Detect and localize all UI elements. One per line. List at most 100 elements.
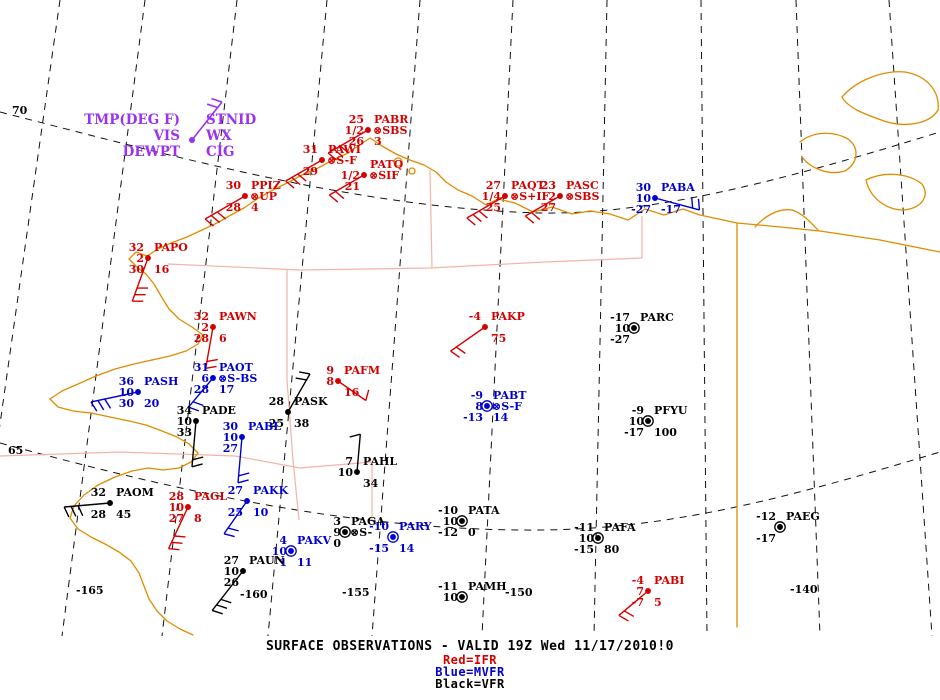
station-temp: -11 <box>438 580 458 593</box>
station-visibility: 10 <box>168 501 184 514</box>
station-visibility: 8 <box>326 375 334 388</box>
station-id: PAGL <box>194 490 228 503</box>
station-id: PAQT <box>511 179 545 192</box>
station-temp: -4 <box>631 574 644 587</box>
station-id: PABT <box>493 389 527 402</box>
station-ceiling: 14 <box>399 542 415 555</box>
station-weather: ⊗S-F <box>327 154 357 167</box>
station-temp: -10 <box>438 504 458 517</box>
lon-label: -165 <box>76 584 104 597</box>
lon-label: -160 <box>240 588 268 601</box>
station-ceiling: 16 <box>344 386 360 399</box>
station-visibility: 1/2 <box>340 169 360 182</box>
station-dewpoint: -12 <box>438 526 458 539</box>
station-dewpoint: 33 <box>176 426 192 439</box>
model-vis-label: VIS <box>153 128 180 144</box>
map-title: SURFACE OBSERVATIONS - VALID 19Z Wed 11/… <box>265 639 674 654</box>
station-visibility: 10 <box>271 545 287 558</box>
station-id: PAFM <box>344 364 380 377</box>
station-ceiling: 14 <box>493 411 509 424</box>
station-temp: 32 <box>90 486 106 499</box>
station-id: PAFA <box>604 521 636 534</box>
station-dewpoint: -7 <box>631 596 644 609</box>
station-ceiling: -17 <box>661 203 681 216</box>
station-ceiling: 8 <box>194 512 202 525</box>
model-sample-barb <box>189 97 223 143</box>
station-visibility: 9 <box>333 526 341 539</box>
station-temp: -12 <box>756 510 776 523</box>
station-temp: 23 <box>540 179 556 192</box>
station-id: PARY <box>399 520 432 533</box>
station-temp: 27 <box>485 179 501 192</box>
model-dot-spacer <box>180 112 206 128</box>
station-id: PABI <box>654 574 685 587</box>
station-weather: ⊗S+IF <box>510 190 550 203</box>
station-temp: 34 <box>176 404 192 417</box>
model-stnid-label: STNID <box>206 112 257 128</box>
model-dewpt-label: DEWPT <box>122 144 180 160</box>
station-visibility: 6 <box>201 372 209 385</box>
station-id: PFYU <box>654 404 688 417</box>
station-id: PPIZ <box>251 179 281 192</box>
station-weather: ⊗SBS <box>565 190 600 203</box>
station-dewpoint: 27 <box>540 201 556 214</box>
station-visibility: 1/2 <box>344 124 364 137</box>
station-temp: 25 <box>348 113 364 126</box>
station-temp: 28 <box>168 490 184 503</box>
station-ceiling: 6 <box>219 332 227 345</box>
station-ceiling: 4 <box>251 201 259 214</box>
station-dewpoint: 26 <box>223 576 239 589</box>
station-id: PABL <box>248 420 282 433</box>
station-id: PAKP <box>491 310 525 323</box>
station-dewpoint: 28 <box>225 201 241 214</box>
station-ceiling: 17 <box>219 383 235 396</box>
lat-label: 65 <box>8 444 24 457</box>
model-cig-label: CIG <box>206 144 235 160</box>
station-dewpoint: 25 <box>485 201 501 214</box>
station-temp: -10 <box>369 520 389 533</box>
station-visibility: 10 <box>337 466 353 479</box>
station-temp: 4 <box>279 534 287 547</box>
station-temp: 30 <box>225 179 241 192</box>
station-ceiling: 16 <box>154 263 170 276</box>
station-weather: ⊗UP <box>250 190 278 203</box>
station-visibility: 10 <box>442 515 458 528</box>
station-temp: 32 <box>193 310 209 323</box>
station-id: PABA <box>661 181 695 194</box>
legend-mvfr: Blue=MVFR <box>435 665 505 679</box>
station-temp: 3 <box>333 515 341 528</box>
station-ceiling: 5 <box>654 596 662 609</box>
station-dewpoint: -15 <box>574 543 594 556</box>
station-ceiling: 75 <box>491 332 507 345</box>
station-visibility: 10 <box>578 532 594 545</box>
station-id: PASH <box>144 375 179 388</box>
station-dewpoint: 21 <box>344 180 360 193</box>
legend-ifr: Red=IFR <box>442 653 498 667</box>
station-visibility: 10 <box>614 322 630 335</box>
station-id: PAHL <box>363 455 398 468</box>
station-ceiling: 80 <box>604 543 620 556</box>
station-dewpoint: 0 <box>333 537 341 550</box>
station-weather: ⊗S-F <box>492 400 522 413</box>
model-dot-spacer <box>180 144 206 160</box>
station-temp: 31 <box>193 361 209 374</box>
model-tmp-label: TMP(DEG F) <box>84 112 180 128</box>
station-ceiling: 34 <box>363 477 379 490</box>
station-temp: -9 <box>470 389 483 402</box>
station-weather: ⊗SBS <box>373 124 408 137</box>
station-ceiling: 20 <box>144 397 160 410</box>
station-visibility: 10 <box>222 431 238 444</box>
station-temp: 30 <box>222 420 238 433</box>
station-dewpoint: -15 <box>369 542 389 555</box>
station-visibility: 10 <box>223 565 239 578</box>
station-id: PAWI <box>328 143 361 156</box>
station-ceiling: 100 <box>654 426 677 439</box>
station-temp: 31 <box>302 143 318 156</box>
station-dewpoint: -17 <box>756 532 776 545</box>
station-temp: 27 <box>223 554 239 567</box>
station-ceiling: 0 <box>468 526 476 539</box>
station-visibility: 10 <box>118 386 134 399</box>
station-id: PATQ <box>370 158 404 171</box>
